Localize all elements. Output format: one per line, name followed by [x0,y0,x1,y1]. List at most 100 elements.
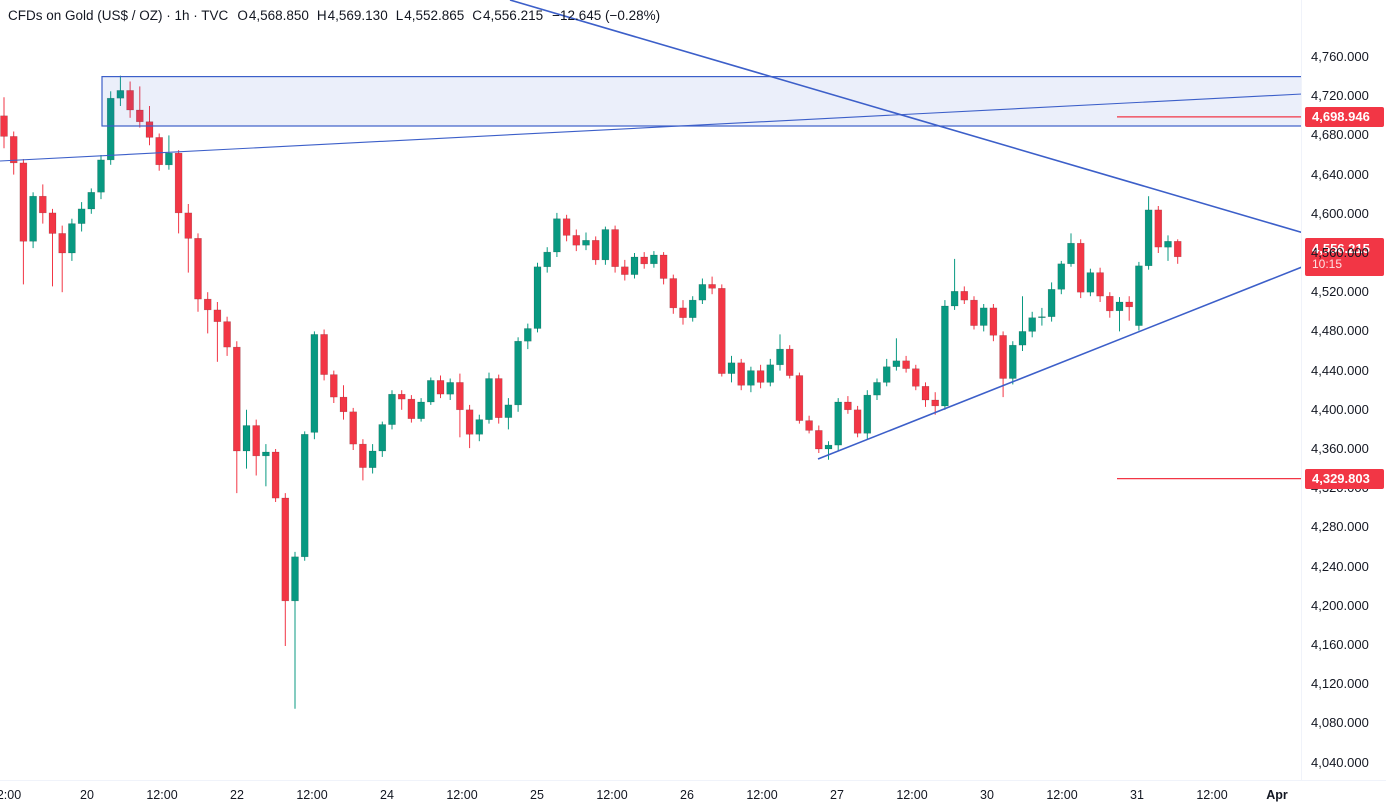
current-price-value: 4,556.215 [1312,240,1370,256]
candle-body [48,212,57,234]
resistance-trendline[interactable] [0,93,1303,162]
candle-body [795,375,804,421]
candle-body [427,380,435,403]
candle-body [591,240,600,261]
candle-body [1125,301,1133,308]
candle-body [242,425,251,452]
symbol-title[interactable]: CFDs on Gold (US$ / OZ) · 1h · TVC [8,8,229,23]
candle-body [1096,272,1104,297]
candle-body [1164,241,1172,248]
time-axis-label: 12:00 [146,788,178,802]
candle-body [844,401,852,411]
candle-body [650,254,658,265]
bar-countdown: 10:15 [1312,256,1343,271]
candle-body [359,443,367,468]
candle-body [1154,209,1163,248]
candle-body [1144,209,1153,267]
price-axis-label: 4,400.000 [1311,401,1369,417]
candle-body [514,340,522,406]
candle-body [533,266,542,329]
price-axis-label: 4,160.000 [1311,637,1369,652]
candle-body [29,195,37,242]
candle-body [9,136,18,164]
candle-body [106,97,115,161]
candle-body [873,382,881,396]
price-axis-label: 4,480.000 [1311,323,1369,339]
candle-body [456,382,464,411]
ascending-trendline[interactable] [817,266,1303,460]
candle-body [941,305,949,407]
candle-body [669,278,678,309]
candle-body [494,378,503,418]
candle-body [349,411,357,445]
candle-body [805,420,813,431]
candle-body [126,90,134,111]
candle-body [979,307,988,326]
price-axis-label: 4,640.000 [1311,166,1369,182]
price-axis-label: 4,360.000 [1311,441,1369,456]
price-level-badge: 4,329.803 [1305,468,1384,489]
candle-body [155,137,163,166]
candle-body [912,368,920,387]
candle-body [1057,263,1066,290]
price-axis[interactable]: 4,556.215 10:15 4,760.000 4,720.000 4,680.… [1301,0,1386,780]
candle-body [58,233,66,254]
candle-body [659,254,668,279]
time-axis-label: 24 [380,788,394,802]
candle-body [640,256,648,265]
price-level-badge: 4,698.946 [1305,106,1384,127]
candle-body [572,235,581,246]
rectangle-drawing[interactable] [101,75,1303,127]
candle-body [621,266,629,275]
candle-body [824,444,833,450]
candle-body [378,424,387,452]
current-price-badge: 4,556.215 10:15 [1305,237,1384,276]
candle-body [960,291,969,301]
candle-body [766,364,775,383]
candle-body [174,152,183,214]
candle-body [630,256,639,275]
candle-body [465,409,474,435]
price-change: −12.645 (−0.28%) [552,8,661,23]
time-axis-label: 12:00 [596,788,628,802]
candle-body [194,238,202,300]
price-axis-label: 4,720.000 [1311,88,1369,104]
time-axis-label: 12:00 [1196,788,1228,802]
candle-body [184,212,193,239]
descending-trendline[interactable] [509,0,1303,234]
ohlc-values: O 4,568.850 H 4,569.130 L 4,552.865 C 4,556.215 [237,7,543,24]
price-axis-label: 4,560.000 [1311,245,1369,260]
candle-body [553,218,561,253]
candle-body [999,335,1007,379]
time-axis-label: 20 [80,788,94,802]
candle-body [475,419,484,435]
candle-body [1106,295,1114,312]
price-axis-label: 4,600.000 [1311,205,1369,221]
candle-body [203,298,212,311]
candle-body [679,307,687,318]
candle-body [223,321,231,348]
ohlc-o: O 4,568.850 [237,8,309,23]
candle-body [339,396,348,413]
candle-body [233,346,241,452]
candle-body [562,218,571,236]
candle-body [611,229,619,267]
price-axis-label: 4,520.000 [1311,284,1369,300]
candle-body [97,159,105,193]
candle-body [291,556,299,602]
candle-body [1115,301,1124,312]
time-axis[interactable]: 2:00 20 12:00 22 12:00 24 12:00 25 12:00 26 12:00 2… [0,780,1386,809]
candle-body [504,404,513,418]
candle-body [87,192,96,210]
candle-body [1135,265,1143,326]
candle-body [485,378,493,420]
candle-body [698,284,707,301]
time-axis-label: 12:00 [746,788,778,802]
candle-body [310,334,319,433]
candle-body [1018,331,1027,346]
time-axis-label: 26 [680,788,694,802]
candle-body [727,362,736,374]
time-axis-label: 2:00 [0,788,22,802]
